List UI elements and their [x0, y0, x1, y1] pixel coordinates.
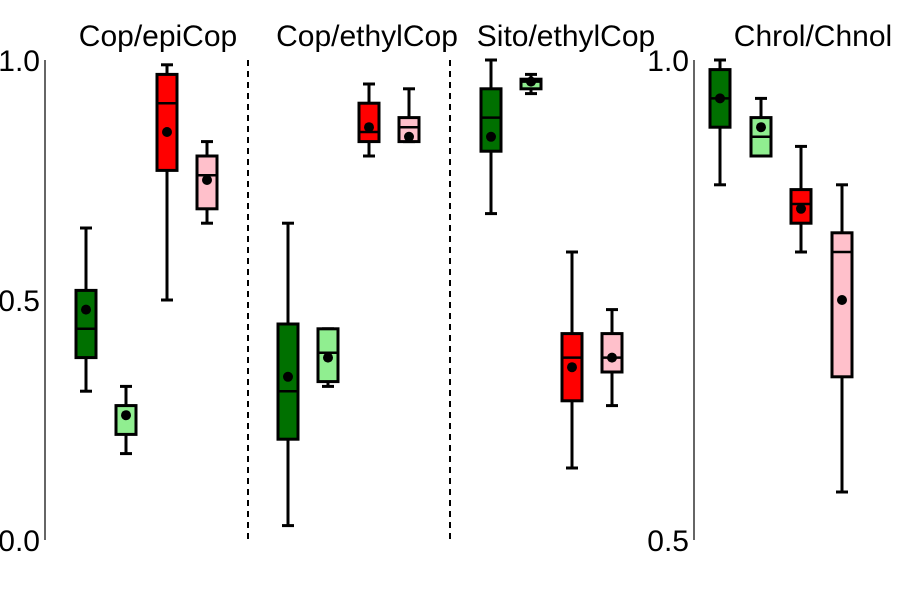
mean-marker	[837, 295, 847, 305]
box-1	[479, 58, 503, 216]
mean-marker	[756, 122, 766, 133]
iqr-box	[74, 288, 98, 360]
panel-separators	[247, 60, 451, 540]
mean-marker	[526, 76, 536, 87]
panel-title: Cop/epiCop	[79, 20, 237, 53]
box-3	[560, 250, 584, 470]
box-2	[749, 96, 773, 158]
mean-marker	[283, 371, 293, 382]
panel-cop-epicop: Cop/epiCop 1.0 0.5 0.0	[0, 20, 237, 558]
panel-title: Sito/ethylCop	[477, 20, 655, 53]
y-tick-label: 1.0	[647, 45, 689, 78]
box-2	[114, 384, 138, 456]
mean-marker	[121, 410, 131, 421]
iqr-box	[479, 87, 503, 153]
mean-marker	[404, 131, 414, 142]
mean-marker	[486, 131, 496, 142]
mean-marker	[162, 127, 172, 137]
panel-sito-ethylcop: Sito/ethylCop	[477, 20, 655, 470]
box-4	[195, 140, 219, 225]
panel-title: Chrol/Chnol	[734, 20, 892, 53]
y-tick-label: 0.5	[647, 525, 689, 558]
box-4	[397, 87, 421, 144]
mean-marker	[323, 352, 333, 363]
panel-title: Cop/ethylCop	[276, 20, 458, 53]
box-2	[316, 327, 340, 388]
box-3	[789, 144, 813, 254]
box-1	[74, 226, 98, 393]
mean-marker	[202, 175, 212, 185]
panel-cop-ethylcop: Cop/ethylCop	[276, 20, 458, 528]
mean-marker	[715, 93, 725, 104]
mean-marker	[796, 203, 806, 214]
box-3	[155, 63, 179, 302]
box-3	[357, 82, 381, 158]
box-1	[276, 221, 300, 528]
mean-marker	[567, 362, 577, 373]
mean-marker	[607, 352, 617, 363]
iqr-box	[155, 72, 179, 172]
box-4	[600, 308, 624, 408]
y-tick-label: 1.0	[0, 45, 40, 78]
mean-marker	[81, 304, 91, 315]
mean-marker	[364, 122, 374, 133]
panel-chrol-chnol: Chrol/Chnol 1.0 0.5	[647, 20, 892, 558]
y-tick-label: 0.5	[0, 285, 40, 318]
y-tick-label: 0.0	[0, 525, 40, 558]
box-1	[708, 58, 732, 187]
box-4	[830, 183, 854, 494]
box-2	[519, 72, 543, 96]
